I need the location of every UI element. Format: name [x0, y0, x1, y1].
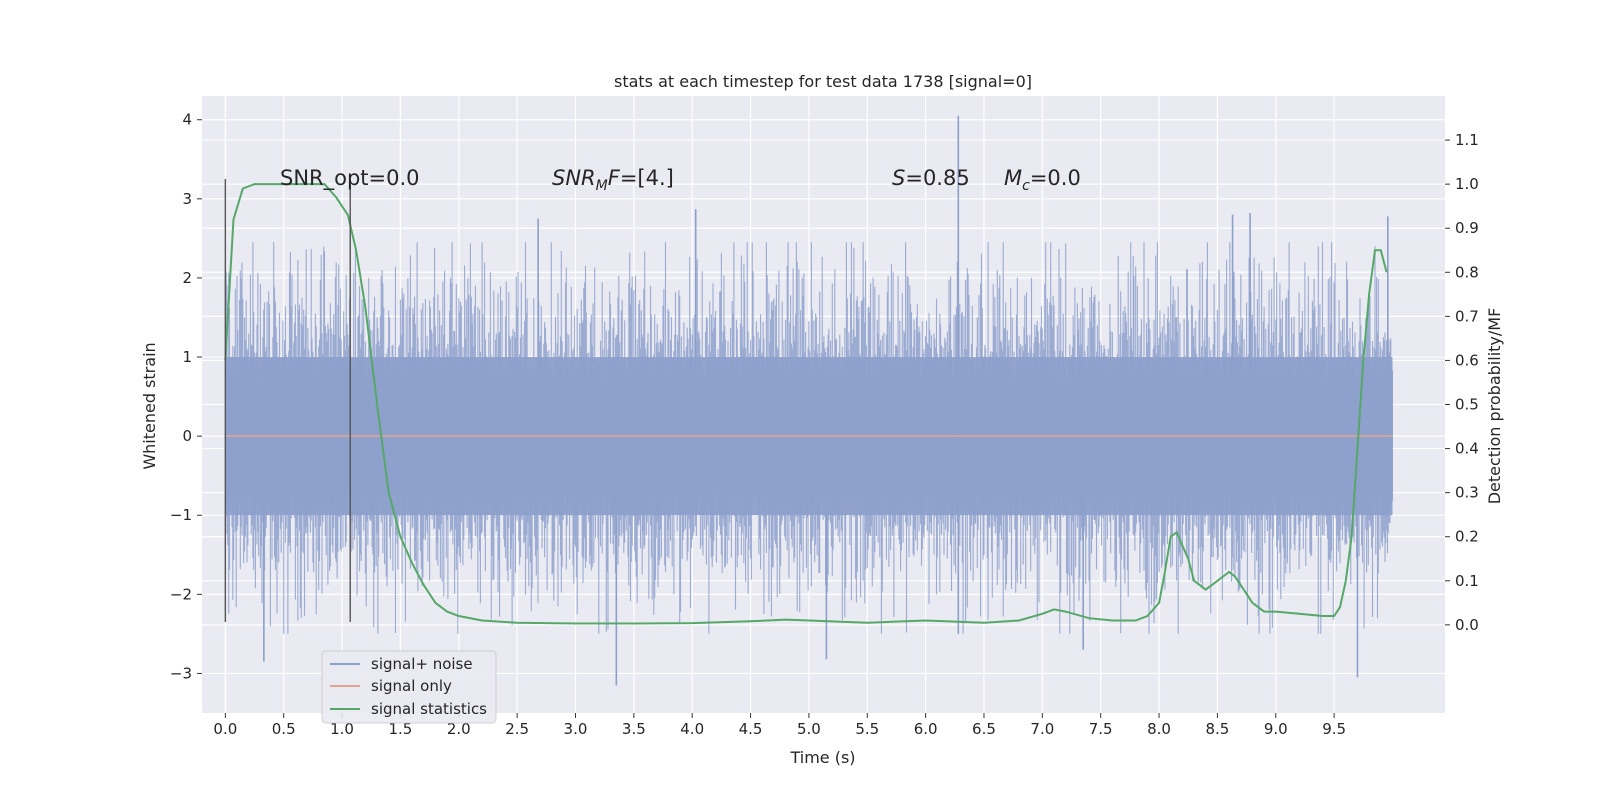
legend-label-signal-noise: signal+ noise [371, 655, 473, 673]
x-axis-label: Time (s) [789, 748, 855, 767]
y-axis-ticks: −3 −2 −1 0 1 2 3 4 [170, 111, 202, 682]
right-tick-label: 0.3 [1455, 484, 1479, 502]
x-tick-label: 5.0 [797, 720, 821, 738]
series-layer [224, 183, 1393, 625]
x-tick-label: 4.5 [739, 720, 763, 738]
chart-title: stats at each timestep for test data 173… [614, 72, 1032, 91]
legend-label-signal-only: signal only [371, 677, 452, 695]
signal-statistics-line [224, 183, 1388, 625]
x-tick-label: 6.0 [914, 720, 938, 738]
x-tick-label: 1.5 [388, 720, 412, 738]
x-tick-label: 0.0 [213, 720, 237, 738]
right-y-axis-label: Detection probability/MF [1485, 308, 1504, 505]
x-tick-label: 1.0 [330, 720, 354, 738]
vertical-markers [224, 179, 351, 623]
right-tick-label: 0.4 [1455, 440, 1479, 458]
x-tick-label: 7.5 [1089, 720, 1113, 738]
x-tick-label: 8.5 [1205, 720, 1229, 738]
right-tick-label: 0.8 [1455, 263, 1479, 281]
x-tick-label: 3.5 [622, 720, 646, 738]
annotation-mc: Mc=0.0 [1004, 166, 1081, 194]
right-tick-label: 1.1 [1455, 131, 1479, 149]
y-tick-label: 1 [182, 348, 192, 366]
y-tick-label: −1 [170, 506, 192, 524]
x-tick-label: 4.0 [680, 720, 704, 738]
right-tick-label: 1.0 [1455, 175, 1479, 193]
y-tick-label: −2 [170, 585, 192, 603]
right-tick-label: 0.9 [1455, 219, 1479, 237]
x-tick-label: 0.5 [272, 720, 296, 738]
right-axis-ticks: 0.0 0.1 0.2 0.3 0.4 0.5 0.6 0.7 0.8 0.9 1.0 1.1 [1445, 131, 1479, 634]
x-tick-label: 2.0 [447, 720, 471, 738]
x-tick-label: 2.5 [505, 720, 529, 738]
annotation-s: S=0.85 [892, 166, 970, 190]
right-tick-label: 0.5 [1455, 396, 1479, 414]
x-tick-label: 6.5 [972, 720, 996, 738]
x-tick-label: 8.0 [1147, 720, 1171, 738]
y-tick-label: 0 [182, 427, 192, 445]
x-tick-label: 9.0 [1264, 720, 1288, 738]
x-tick-label: 3.0 [564, 720, 588, 738]
legend-box [321, 650, 497, 724]
annotation-snr-mf: SNRMF=[4.] [552, 166, 674, 194]
right-tick-label: 0.0 [1455, 616, 1479, 634]
y-axis-label: Whitened strain [140, 342, 159, 469]
y-tick-label: −3 [170, 664, 192, 682]
x-tick-label: 9.5 [1322, 720, 1346, 738]
right-tick-label: 0.6 [1455, 351, 1479, 369]
y-tick-label: 3 [182, 190, 192, 208]
annotation-snr-opt: SNR_opt=0.0 [280, 166, 420, 191]
y-tick-label: 4 [182, 111, 192, 129]
legend-label-signal-statistics: signal statistics [371, 700, 487, 718]
x-tick-label: 5.5 [855, 720, 879, 738]
x-axis-ticks: 0.0 0.5 1.0 1.5 2.0 2.5 3.0 3.5 4.0 4.5 5.0 5.5 6.0 6… [213, 713, 1346, 738]
legend: signal+ noise signal only signal statist… [321, 650, 497, 724]
right-tick-label: 0.1 [1455, 572, 1479, 590]
x-tick-label: 7.0 [1030, 720, 1054, 738]
right-tick-label: 0.2 [1455, 528, 1479, 546]
y-tick-label: 2 [182, 269, 192, 287]
right-tick-label: 0.7 [1455, 307, 1479, 325]
